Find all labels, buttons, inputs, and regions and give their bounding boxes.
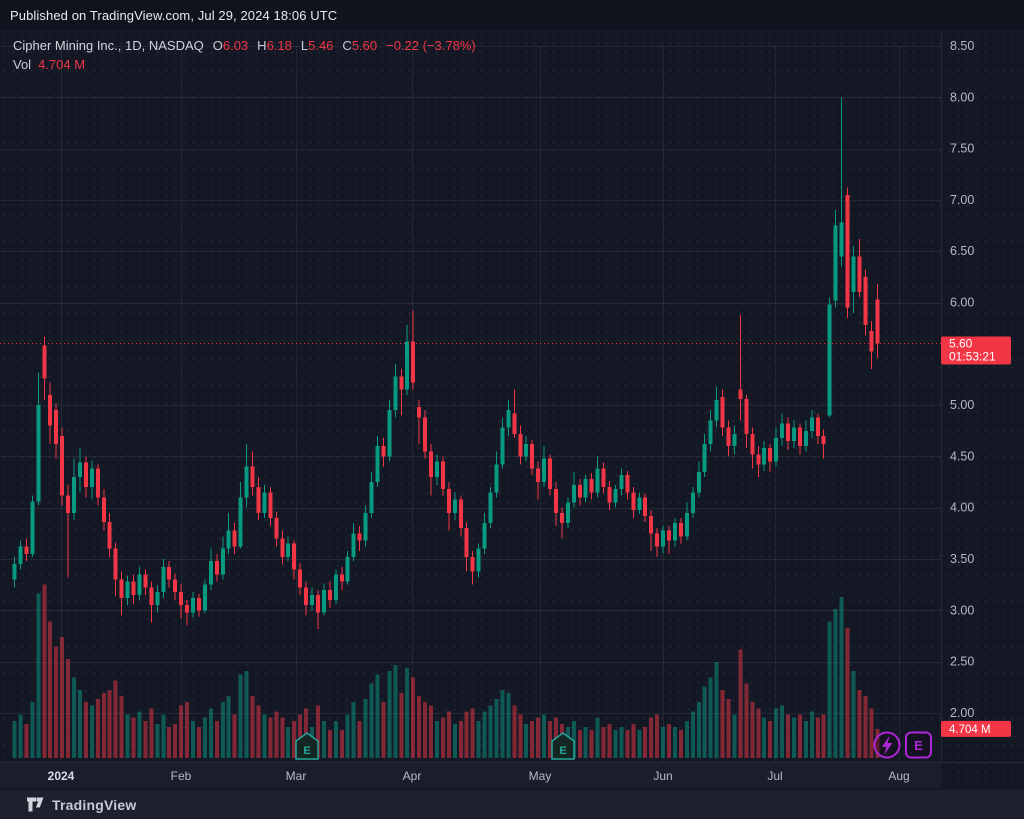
close-value: 5.60 xyxy=(351,38,378,53)
lightning-icon[interactable] xyxy=(873,731,901,759)
earnings-toggle-icon[interactable]: E xyxy=(905,731,932,759)
low-value: 5.46 xyxy=(308,38,334,53)
low-label: L xyxy=(300,38,309,53)
svg-text:2024: 2024 xyxy=(48,769,75,783)
svg-text:01:53:21: 01:53:21 xyxy=(949,350,996,364)
svg-text:5.60: 5.60 xyxy=(949,337,973,351)
svg-text:6.00: 6.00 xyxy=(950,296,974,310)
published-text: Published on TradingView.com, Jul 29, 20… xyxy=(10,7,338,23)
svg-text:Jun: Jun xyxy=(653,769,672,783)
close-label: C xyxy=(342,38,352,53)
svg-text:8.00: 8.00 xyxy=(950,90,974,104)
svg-text:Aug: Aug xyxy=(888,769,909,783)
svg-text:Feb: Feb xyxy=(171,769,192,783)
symbol-legend: Cipher Mining Inc., 1D, NASDAQ O6.03 H6.18… xyxy=(13,37,476,74)
high-label: H xyxy=(257,38,267,53)
chart-action-icons[interactable]: E xyxy=(873,731,932,759)
candlesticks xyxy=(12,97,880,629)
svg-text:8.50: 8.50 xyxy=(950,39,974,53)
svg-text:7.00: 7.00 xyxy=(950,193,974,207)
svg-text:Apr: Apr xyxy=(403,769,422,783)
published-bar: Published on TradingView.com, Jul 29, 20… xyxy=(0,0,1024,30)
time-scale[interactable]: 2024 Feb Mar Apr May Jun Jul Aug xyxy=(0,762,1024,788)
volume-value: 4.704 M xyxy=(38,57,86,72)
svg-text:May: May xyxy=(529,769,552,783)
symbol-title: Cipher Mining Inc., 1D, NASDAQ xyxy=(13,38,204,53)
chart-pane[interactable]: 2024 Feb Mar Apr May Jun Jul Aug E E 8.50 8.00 7.50 7… xyxy=(0,30,1024,790)
tradingview-logo-icon[interactable] xyxy=(27,797,44,812)
svg-text:2.00: 2.00 xyxy=(950,706,974,720)
chart-grid xyxy=(0,46,941,762)
open-value: 6.03 xyxy=(222,38,249,53)
svg-text:6.50: 6.50 xyxy=(950,244,974,258)
svg-text:E: E xyxy=(914,738,923,753)
open-label: O xyxy=(212,38,223,53)
svg-text:2.50: 2.50 xyxy=(950,655,974,669)
svg-text:E: E xyxy=(303,745,310,757)
svg-text:5.00: 5.00 xyxy=(950,398,974,412)
svg-text:4.50: 4.50 xyxy=(950,449,974,463)
high-value: 6.18 xyxy=(266,38,292,53)
svg-text:4.704 M: 4.704 M xyxy=(949,724,991,736)
svg-text:E: E xyxy=(559,745,566,757)
price-scale[interactable]: 8.50 8.00 7.50 7.00 6.50 6.00 5.00 4.50 4.00 3.50… xyxy=(941,30,975,762)
footer-bar: TradingView xyxy=(0,790,1024,819)
change-value: −0.22 (−3.78%) xyxy=(386,38,476,53)
tradingview-brand[interactable]: TradingView xyxy=(52,796,137,813)
svg-text:Jul: Jul xyxy=(767,769,782,783)
svg-text:3.00: 3.00 xyxy=(950,603,974,617)
volume-label: Vol xyxy=(13,57,32,72)
svg-text:7.50: 7.50 xyxy=(950,142,974,156)
svg-text:3.50: 3.50 xyxy=(950,552,974,566)
svg-text:4.00: 4.00 xyxy=(950,501,974,515)
svg-text:Mar: Mar xyxy=(286,769,307,783)
